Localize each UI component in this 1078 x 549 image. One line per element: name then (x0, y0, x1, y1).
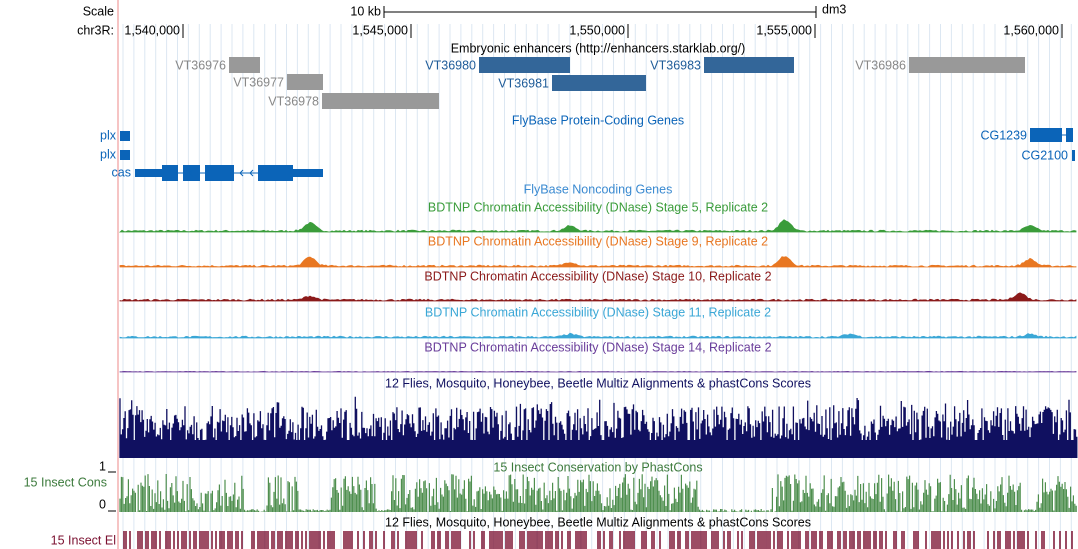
gene-exon (1030, 128, 1062, 142)
gene-exon (183, 165, 200, 181)
track-title: BDTNP Chromatin Accessibility (DNase) St… (424, 340, 771, 354)
signal-track (119, 332, 1077, 339)
gene-label: cas (112, 165, 131, 179)
enhancer-feature (909, 57, 1025, 73)
enhancer-label: VT36980 (425, 58, 476, 72)
track-label: 15 Insect Cons (24, 475, 107, 489)
track-title: 12 Flies, Mosquito, Honeybee, Beetle Mul… (385, 515, 811, 529)
track-title: BDTNP Chromatin Accessibility (DNase) St… (428, 200, 768, 214)
gene-exon (1066, 128, 1073, 142)
signal-track (119, 292, 1077, 302)
enhancer-label: VT36986 (855, 58, 906, 72)
track-title: BDTNP Chromatin Accessibility (DNase) St… (425, 305, 771, 319)
position-label: 1,555,000 (756, 23, 812, 37)
enhancer-feature (322, 93, 439, 109)
axis-label: 1 (99, 459, 106, 473)
track-title: FlyBase Protein-Coding Genes (512, 113, 684, 127)
scale-span: 10 kb (350, 4, 381, 18)
phastcons-signal (119, 474, 1077, 512)
enhancer-feature (552, 75, 646, 91)
scale-label: Scale (83, 4, 114, 18)
gene-exon (162, 165, 178, 181)
track-title: 15 Insect Conservation by PhastCons (493, 460, 702, 474)
enhancer-label: VT36977 (233, 75, 284, 89)
gene (120, 150, 130, 160)
enhancer-feature (287, 74, 323, 90)
axis-label: 0 (99, 497, 106, 511)
assembly: dm3 (822, 2, 846, 16)
multiz-signal (119, 396, 1078, 458)
gene-exon (205, 165, 234, 181)
signal-track (119, 256, 1077, 268)
signal-track (119, 370, 1077, 373)
gene-label: plx (100, 128, 117, 142)
position-label: 1,560,000 (1003, 23, 1059, 37)
track-title: 12 Flies, Mosquito, Honeybee, Beetle Mul… (385, 376, 811, 390)
strand-arrow (249, 169, 254, 177)
strand-arrow (239, 169, 244, 177)
signal-track (118, 219, 1077, 233)
gene-exon (135, 169, 162, 177)
position-label: 1,545,000 (352, 23, 408, 37)
track-title: BDTNP Chromatin Accessibility (DNase) St… (424, 269, 771, 283)
gene (120, 131, 130, 141)
enhancer-label: VT36976 (175, 58, 226, 72)
gene (1072, 150, 1075, 161)
strand-arrow (189, 169, 194, 177)
enhancer-label: VT36978 (268, 94, 319, 108)
gene-label: CG2100 (1021, 148, 1068, 162)
track-title: FlyBase Noncoding Genes (524, 182, 673, 196)
position-label: 1,550,000 (569, 23, 625, 37)
gene-exon (293, 169, 323, 177)
track-title: Embryonic enhancers (http://enhancers.st… (451, 41, 746, 55)
gene-exon (258, 165, 293, 181)
position-label: 1,540,000 (124, 23, 180, 37)
enhancer-label: VT36983 (650, 58, 701, 72)
track-title: BDTNP Chromatin Accessibility (DNase) St… (428, 234, 768, 248)
conserved-elements (123, 531, 1073, 549)
gene-label: plx (100, 147, 117, 161)
enhancer-feature (479, 57, 570, 73)
chrom-label: chr3R: (77, 23, 114, 37)
enhancer-label: VT36981 (498, 76, 549, 90)
gene-label: CG1239 (980, 128, 1027, 142)
track-label: 15 Insect El (51, 533, 116, 547)
enhancer-feature (229, 57, 260, 73)
enhancer-feature (704, 57, 794, 73)
